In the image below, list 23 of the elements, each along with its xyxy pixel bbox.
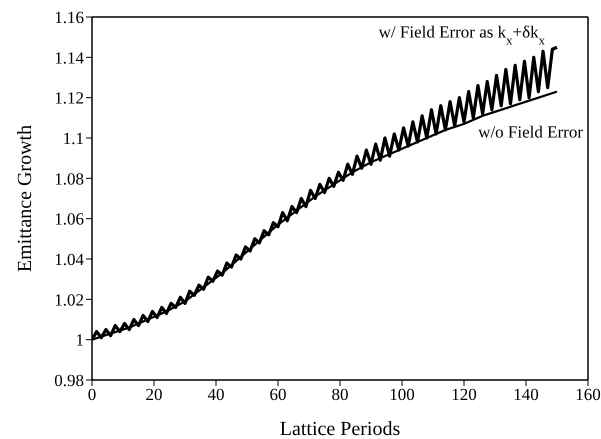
y-tick-label: 0.98 [54,371,84,390]
x-tick-label: 40 [208,385,224,404]
x-tick-label: 0 [88,385,96,404]
series-label: w/ Field Error as k$_{x}$+δk$_{x}$ [378,22,546,48]
y-tick-label: 1.14 [54,48,84,68]
y-tick-label: 1 [76,330,84,350]
y-tick-label: 1.12 [54,88,84,108]
y-tick-label: 1.08 [54,169,84,188]
y-tick-label: 1.02 [54,290,84,310]
y-tick-label: 1.1 [62,129,84,148]
x-tick-label: 60 [270,385,286,404]
x-tick-label: 80 [332,385,348,404]
y-tick-label: 1.06 [54,210,84,229]
x-tick-label: 160 [575,385,601,404]
x-axis-title: Lattice Periods [280,418,400,439]
x-tick-label: 100 [389,385,415,404]
x-tick-label: 140 [513,385,539,404]
series-label: w/o Field Error [478,122,584,142]
y-tick-label: 1.16 [54,8,84,28]
y-tick-label: 1.04 [54,250,84,270]
x-tick-label: 120 [451,385,477,404]
y-axis-title: Emittance Growth [14,124,36,272]
x-tick-label: 20 [146,385,162,404]
